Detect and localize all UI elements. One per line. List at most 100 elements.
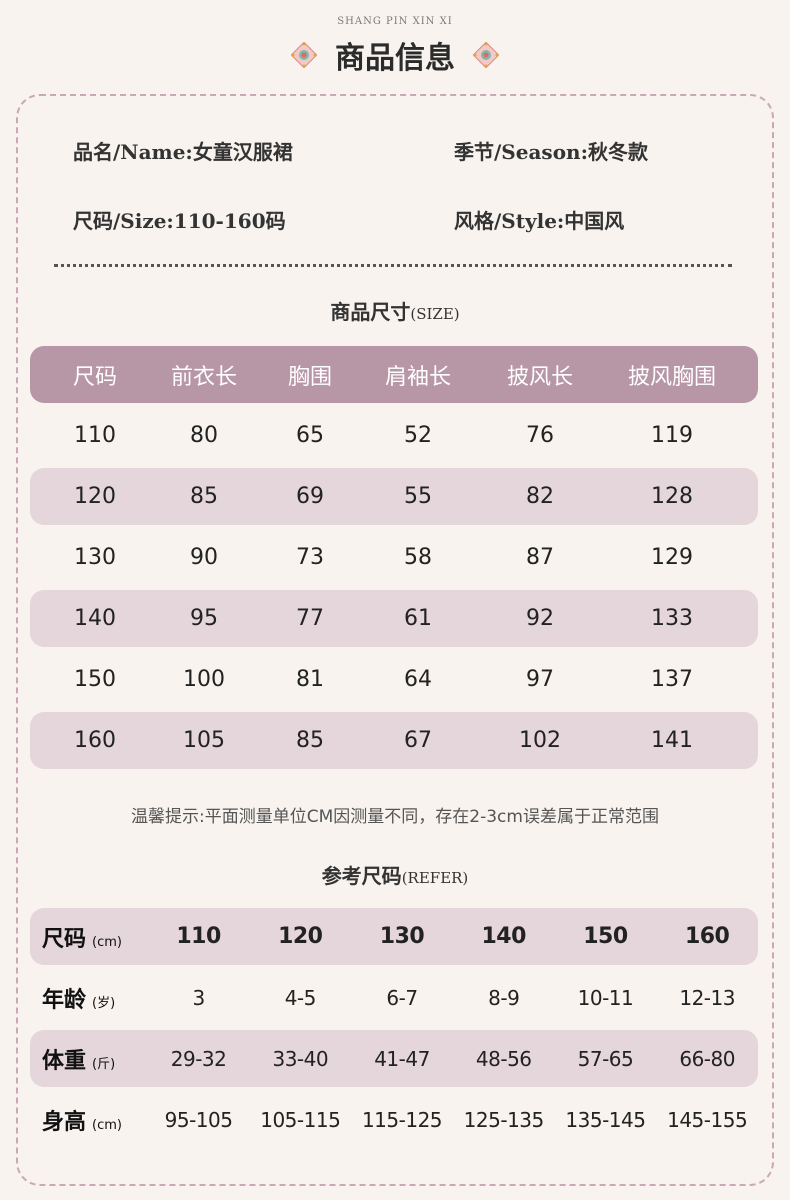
table-cell: 10-11 bbox=[577, 985, 634, 1010]
table-cell: 130 bbox=[74, 545, 116, 570]
table-cell: 102 bbox=[519, 728, 561, 753]
table-row: 160 105 85 67 102 141 bbox=[30, 712, 758, 769]
measurement-tip: 温馨提示:平面测量单位CM因测量不同，存在2-3cm误差属于正常范围 bbox=[131, 807, 659, 827]
table-cell: 140 bbox=[481, 924, 527, 949]
table-cell: 119 bbox=[651, 423, 693, 448]
table-cell: 80 bbox=[190, 423, 218, 448]
info-name: 品名/Name:女童汉服裙 bbox=[73, 140, 293, 164]
table-row: 身高 (cm) 95-105 105-115 115-125 125-135 13… bbox=[30, 1091, 758, 1148]
info-size: 尺码/Size:110-160码 bbox=[73, 209, 286, 233]
refer-row-label: 尺码 (cm) bbox=[30, 921, 148, 953]
table-cell: 130 bbox=[379, 924, 425, 949]
table-cell: 140 bbox=[74, 606, 116, 631]
table-cell: 3 bbox=[192, 985, 205, 1010]
refer-label-text: 体重 bbox=[42, 1048, 87, 1074]
size-header-cell: 尺码 bbox=[72, 364, 117, 390]
info-style: 风格/Style:中国风 bbox=[454, 209, 625, 233]
table-cell: 48-56 bbox=[475, 1046, 532, 1071]
table-cell: 87 bbox=[526, 545, 554, 570]
table-cell: 67 bbox=[404, 728, 432, 753]
table-cell: 160 bbox=[684, 924, 730, 949]
size-table: 尺码 前衣长 胸围 肩袖长 披风长 披风胸围 110 80 65 52 76 1… bbox=[30, 346, 758, 773]
table-cell: 95-105 bbox=[164, 1107, 233, 1132]
table-row: 120 85 69 55 82 128 bbox=[30, 468, 758, 525]
size-header-cell: 披风胸围 bbox=[627, 364, 716, 390]
size-section-title-cn: 商品尺寸 bbox=[330, 300, 411, 324]
refer-section-title: 参考尺码(REFER) bbox=[0, 860, 790, 889]
table-cell: 8-9 bbox=[488, 985, 520, 1010]
table-cell: 69 bbox=[296, 484, 324, 509]
table-cell: 145-155 bbox=[667, 1107, 748, 1132]
table-cell: 55 bbox=[404, 484, 432, 509]
table-cell: 150 bbox=[583, 924, 628, 949]
table-cell: 52 bbox=[404, 423, 432, 448]
table-cell: 141 bbox=[651, 728, 693, 753]
table-cell: 4-5 bbox=[284, 985, 317, 1010]
table-cell: 128 bbox=[651, 484, 693, 509]
table-row: 150 100 81 64 97 137 bbox=[30, 651, 758, 708]
header-subtitle: SHANG PIN XIN XI bbox=[337, 16, 453, 27]
table-cell: 105-115 bbox=[260, 1107, 341, 1132]
table-cell: 115-125 bbox=[361, 1107, 443, 1132]
table-row: 尺码 (cm) 110 120 130 140 150 160 bbox=[30, 908, 758, 965]
table-cell: 110 bbox=[74, 423, 116, 448]
table-cell: 6-7 bbox=[386, 985, 418, 1010]
table-cell: 125-135 bbox=[463, 1107, 545, 1132]
info-season: 季节/Season:秋冬款 bbox=[454, 140, 648, 164]
table-cell: 33-40 bbox=[272, 1046, 329, 1071]
table-cell: 41-47 bbox=[374, 1046, 430, 1071]
table-row: 年龄 (岁) 3 4-5 6-7 8-9 10-11 12-13 bbox=[30, 969, 758, 1026]
table-cell: 85 bbox=[190, 484, 218, 509]
refer-row-label: 年龄 (岁) bbox=[30, 982, 148, 1014]
table-cell: 77 bbox=[296, 606, 324, 631]
table-cell: 135-145 bbox=[565, 1107, 646, 1132]
size-section-title: 商品尺寸(SIZE) bbox=[0, 296, 790, 325]
table-cell: 137 bbox=[651, 667, 693, 692]
table-cell: 65 bbox=[296, 423, 324, 448]
table-cell: 64 bbox=[404, 667, 432, 692]
size-header-cell: 披风长 bbox=[506, 364, 573, 390]
table-cell: 90 bbox=[190, 545, 218, 570]
table-cell: 73 bbox=[296, 545, 324, 570]
table-row: 110 80 65 52 76 119 bbox=[30, 407, 758, 464]
title-row: 商品信息 bbox=[0, 33, 790, 77]
refer-label-text: 年龄 bbox=[42, 987, 87, 1013]
table-cell: 129 bbox=[651, 545, 693, 570]
table-cell: 92 bbox=[526, 606, 554, 631]
refer-label-text: 尺码 bbox=[42, 926, 87, 952]
table-cell: 133 bbox=[651, 606, 693, 631]
info-card bbox=[16, 94, 774, 1186]
refer-label-unit: (斤) bbox=[92, 1056, 116, 1072]
refer-table: 尺码 (cm) 110 120 130 140 150 160 年龄 (岁) 3 4… bbox=[30, 908, 758, 1152]
table-cell: 110 bbox=[176, 924, 221, 949]
header: SHANG PIN XIN XI 商品信息 bbox=[0, 16, 790, 77]
refer-row-label: 身高 (cm) bbox=[30, 1104, 148, 1136]
table-cell: 120 bbox=[278, 924, 323, 949]
table-cell: 100 bbox=[183, 667, 225, 692]
table-cell: 61 bbox=[404, 606, 432, 631]
table-row: 140 95 77 61 92 133 bbox=[30, 590, 758, 647]
table-cell: 95 bbox=[190, 606, 218, 631]
size-section-title-en: (SIZE) bbox=[410, 305, 460, 323]
table-cell: 85 bbox=[296, 728, 324, 753]
ornament-flower-icon bbox=[473, 42, 499, 68]
refer-section-title-en: (REFER) bbox=[401, 869, 469, 887]
table-row: 130 90 73 58 87 129 bbox=[30, 529, 758, 586]
table-cell: 150 bbox=[74, 667, 116, 692]
refer-label-unit: (岁) bbox=[92, 995, 116, 1011]
refer-label-unit: (cm) bbox=[92, 934, 122, 950]
table-row: 体重 (斤) 29-32 33-40 41-47 48-56 57-65 66-8… bbox=[30, 1030, 758, 1087]
table-cell: 160 bbox=[74, 728, 116, 753]
table-cell: 120 bbox=[74, 484, 116, 509]
table-cell: 76 bbox=[526, 423, 554, 448]
refer-label-unit: (cm) bbox=[92, 1117, 122, 1133]
table-cell: 81 bbox=[296, 667, 324, 692]
size-header-cell: 肩袖长 bbox=[384, 364, 451, 390]
table-cell: 29-32 bbox=[170, 1046, 227, 1071]
size-table-header: 尺码 前衣长 胸围 肩袖长 披风长 披风胸围 bbox=[30, 346, 758, 403]
size-header-cell: 前衣长 bbox=[170, 364, 237, 390]
dotted-divider bbox=[54, 264, 732, 267]
refer-row-label: 体重 (斤) bbox=[30, 1043, 148, 1075]
table-cell: 82 bbox=[526, 484, 554, 509]
